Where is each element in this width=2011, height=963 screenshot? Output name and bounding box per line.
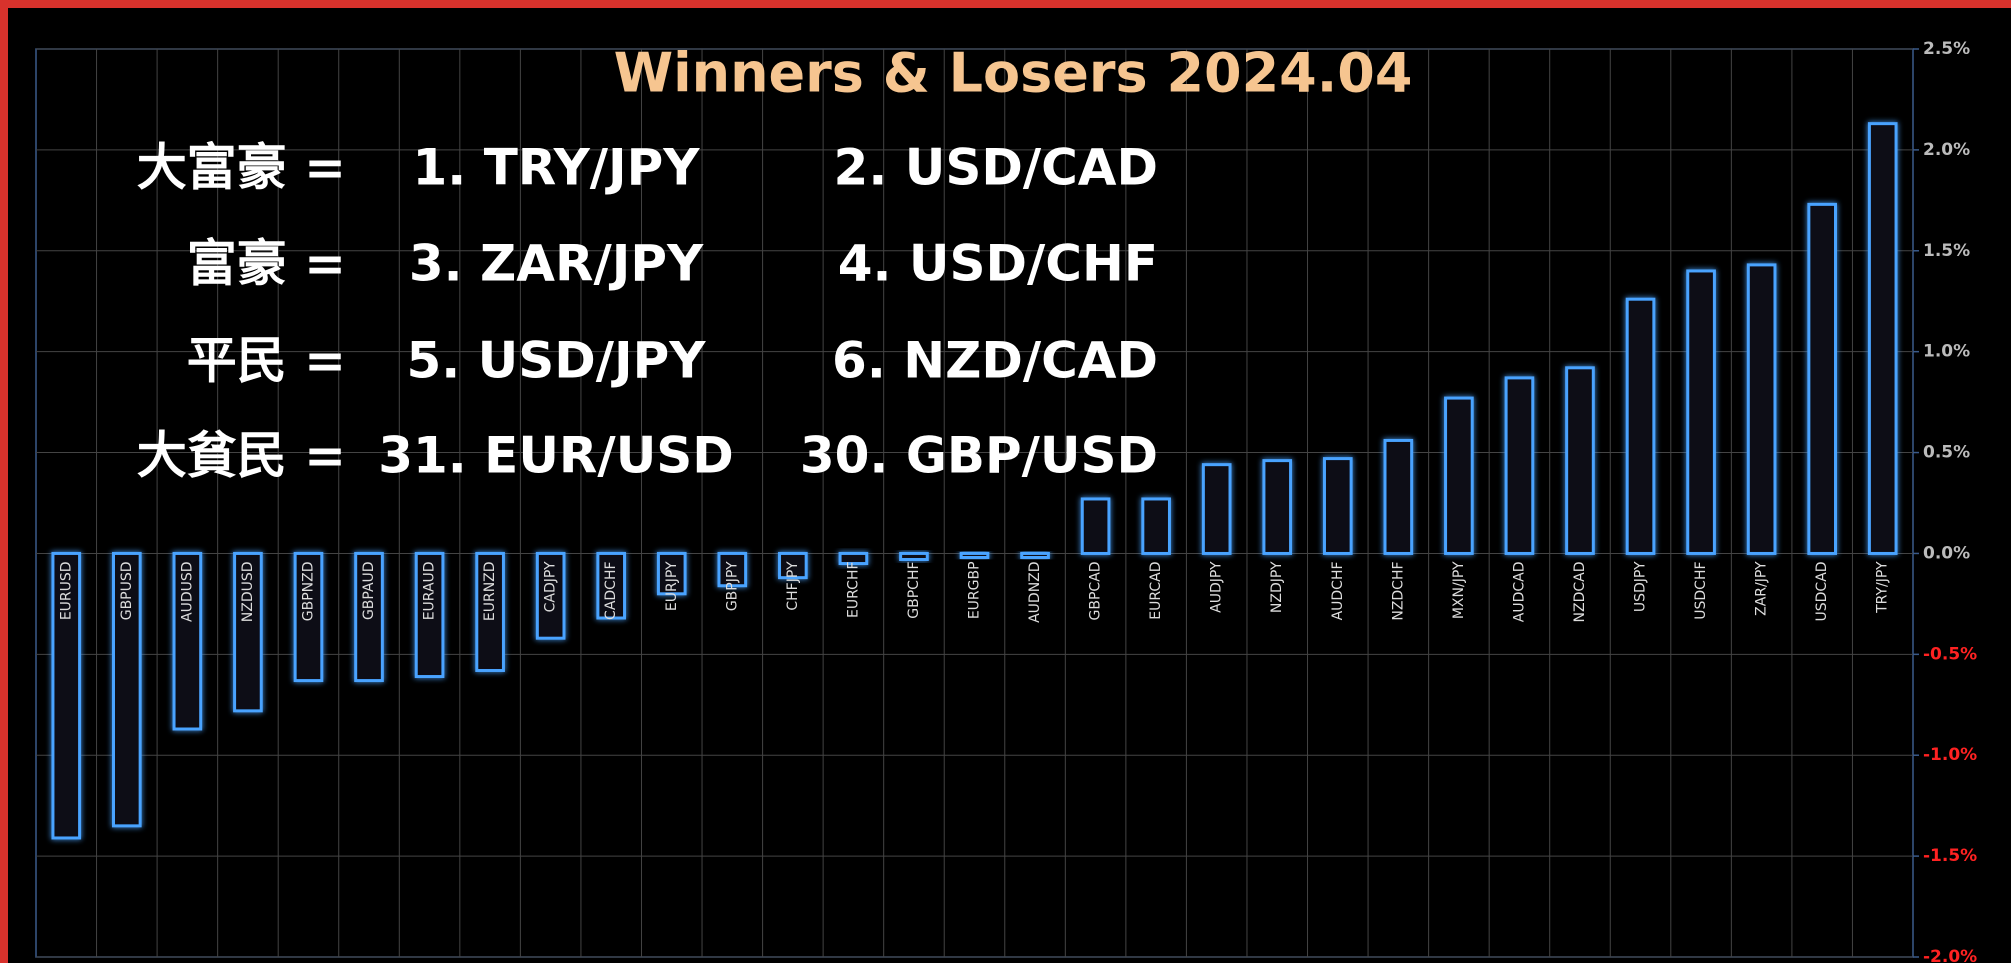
x-tick-label: TRY/JPY (1875, 561, 1891, 614)
bar (535, 551, 566, 640)
bar (112, 551, 142, 828)
x-tick-label: CHFJPY (785, 561, 801, 611)
bar (354, 551, 384, 683)
x-tick-label: NZDCAD (1572, 561, 1588, 622)
x-tick-label: GBPCAD (1088, 561, 1104, 620)
y-tick-label: -0.5% (1923, 644, 1977, 664)
bar (1383, 438, 1414, 555)
x-tick-label: AUDUSD (179, 561, 195, 622)
y-tick-label: -1.0% (1923, 745, 1977, 765)
annotation-second: 30. GBP/USD (800, 427, 1158, 485)
y-tick-label: 1.0% (1923, 342, 1970, 362)
annotation-first: 3. ZAR/JPY (409, 235, 704, 293)
y-tick-label: 0.0% (1923, 543, 1970, 563)
y-tick-label: 2.5% (1923, 39, 1970, 59)
x-tick-label: ZAR/JPY (1754, 561, 1770, 616)
annotation-first: 1. TRY/JPY (413, 139, 701, 197)
x-tick-label: NZDJPY (1269, 561, 1285, 613)
x-tick-label: EURJPY (664, 561, 680, 611)
bar (1504, 376, 1535, 555)
x-tick-label: CADJPY (543, 561, 559, 612)
x-tick-label: EURCAD (1148, 561, 1164, 619)
bar (1807, 202, 1837, 555)
bar (475, 551, 505, 672)
x-tick-label: GBPJPY (724, 561, 740, 611)
bar (1746, 263, 1777, 555)
background (8, 8, 2011, 963)
chart-title: Winners & Losers 2024.04 (614, 42, 1413, 105)
bar (596, 551, 627, 620)
x-tick-label: GBPAUD (361, 561, 377, 620)
x-tick-label: EURCHF (845, 561, 861, 617)
bar (414, 551, 445, 679)
bar (1322, 457, 1353, 555)
annotation-second: 2. USD/CAD (834, 139, 1158, 197)
y-tick-label: 0.5% (1923, 443, 1970, 463)
x-tick-label: GBPCHF (906, 561, 922, 618)
bar (233, 551, 263, 713)
x-tick-label: USDCAD (1814, 561, 1830, 621)
bar (1625, 297, 1656, 555)
annotation-second: 4. USD/CHF (838, 235, 1158, 293)
bar (1444, 396, 1474, 555)
x-tick-label: AUDNZD (1027, 561, 1043, 622)
bar (51, 551, 82, 840)
bar (1565, 366, 1595, 555)
x-tick-label: AUDCAD (1511, 561, 1527, 622)
bar (778, 551, 808, 580)
bar (656, 551, 687, 596)
x-tick-label: EURUSD (58, 561, 74, 620)
annotation-first: 5. USD/JPY (406, 332, 706, 390)
x-tick-label: GBPUSD (119, 561, 135, 620)
x-tick-label: USDJPY (1633, 561, 1649, 612)
annotation-label: 富豪 = (187, 235, 346, 293)
bar (1201, 463, 1232, 555)
bar (1867, 122, 1898, 555)
x-tick-label: CADCHF (603, 561, 619, 620)
x-tick-label: EURNZD (482, 561, 498, 621)
y-tick-label: 1.5% (1923, 241, 1970, 261)
y-tick-label: -1.5% (1923, 846, 1977, 866)
y-tick-label: 2.0% (1923, 140, 1970, 160)
x-tick-label: NZDUSD (240, 561, 256, 622)
bar (1141, 497, 1171, 555)
bar (293, 551, 324, 683)
x-tick-label: AUDJPY (1209, 561, 1225, 613)
bar (838, 551, 869, 566)
x-tick-label: AUDCHF (1330, 561, 1346, 620)
bar (1020, 551, 1050, 559)
bar (1080, 497, 1111, 555)
annotation-first: 31. EUR/USD (378, 427, 734, 485)
annotation-label: 大富豪 = (137, 139, 346, 197)
annotation-label: 大貧民 = (137, 427, 346, 485)
bar (717, 551, 748, 588)
bar (172, 551, 203, 731)
x-tick-label: USDCHF (1693, 561, 1709, 619)
x-tick-label: EURGBP (967, 561, 983, 619)
annotation-second: 6. NZD/CAD (832, 332, 1158, 390)
bar (899, 551, 929, 561)
bar (1262, 459, 1293, 555)
x-tick-label: GBPNZD (300, 561, 316, 621)
x-tick-label: NZDCHF (1390, 561, 1406, 620)
bar (959, 551, 990, 559)
x-tick-label: EURAUD (422, 561, 438, 620)
annotation-label: 平民 = (187, 332, 346, 390)
x-tick-label: MXN/JPY (1451, 561, 1467, 619)
y-tick-label: -2.0% (1923, 947, 1977, 963)
bar (1686, 269, 1716, 555)
